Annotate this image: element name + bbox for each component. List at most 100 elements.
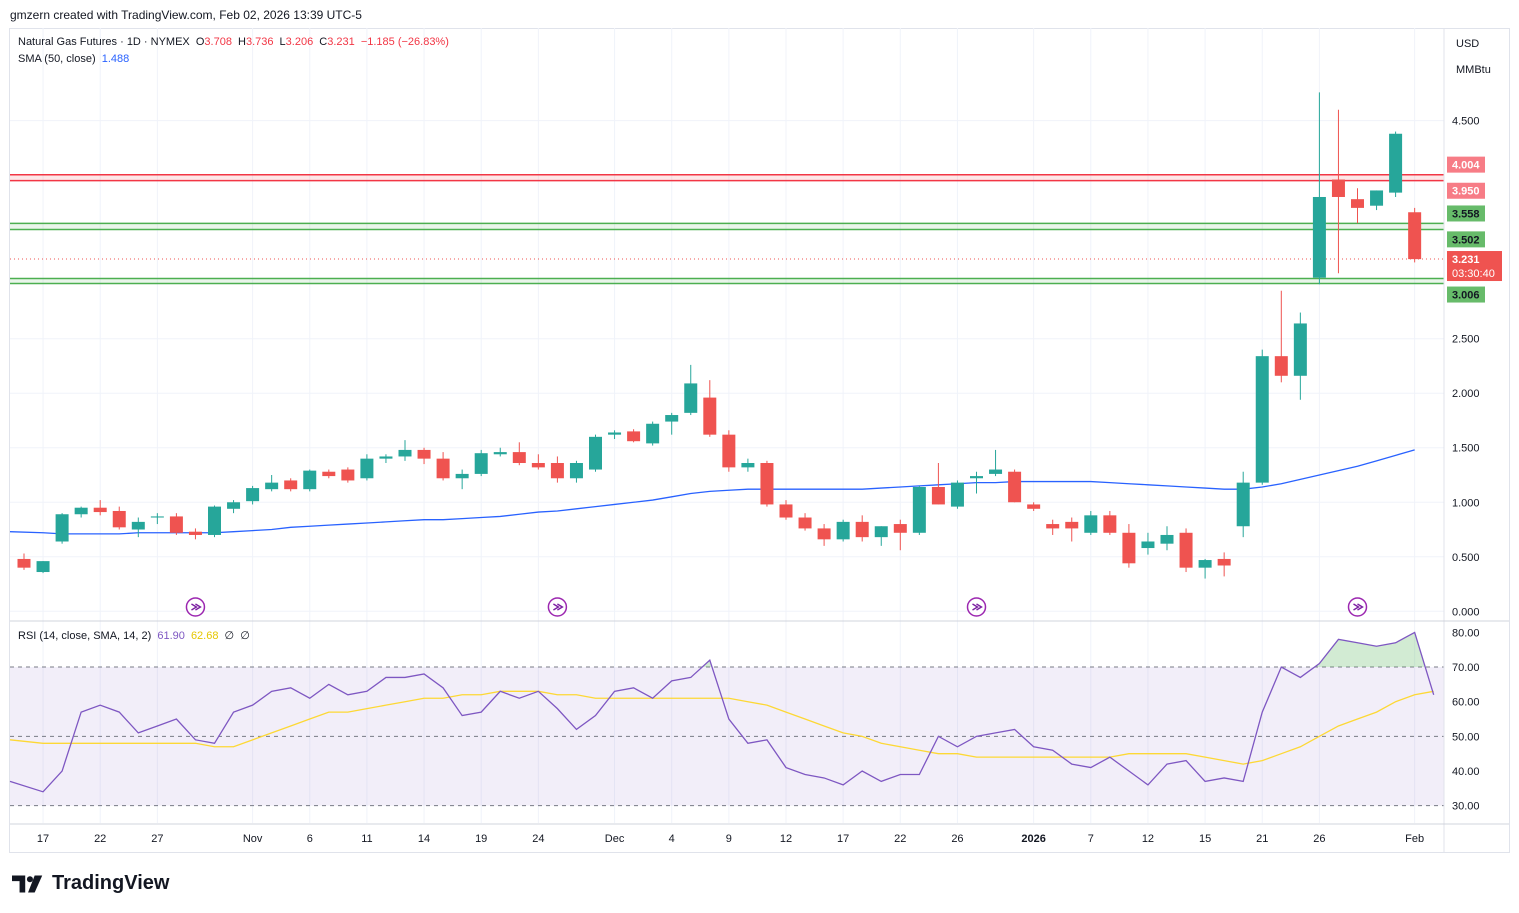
- time-tick-label: 27: [151, 833, 163, 845]
- candle-body: [417, 449, 431, 459]
- candle[interactable]: [1408, 207, 1422, 263]
- candle[interactable]: [1084, 510, 1098, 535]
- candle[interactable]: [665, 412, 679, 435]
- candle[interactable]: [1141, 532, 1155, 555]
- candle[interactable]: [931, 463, 945, 505]
- candle[interactable]: [817, 524, 831, 546]
- candle[interactable]: [284, 478, 298, 492]
- time-tick-label: 12: [780, 833, 792, 845]
- candle[interactable]: [112, 506, 126, 530]
- candle[interactable]: [74, 506, 88, 518]
- candle[interactable]: [531, 454, 545, 470]
- rsi-label[interactable]: RSI (14, close, SMA, 14, 2): [18, 630, 152, 642]
- candle[interactable]: [493, 447, 507, 457]
- candle[interactable]: [703, 380, 717, 437]
- event-marker-icon[interactable]: [185, 597, 206, 617]
- candle[interactable]: [1236, 471, 1250, 538]
- candle[interactable]: [741, 458, 755, 472]
- candle[interactable]: [1255, 349, 1269, 485]
- candle[interactable]: [303, 469, 317, 492]
- candle[interactable]: [589, 434, 602, 472]
- candle[interactable]: [55, 513, 69, 544]
- candle[interactable]: [1046, 519, 1060, 535]
- logo-text: TradingView: [52, 872, 170, 894]
- candle[interactable]: [1065, 517, 1079, 542]
- support-1-price-tag-text: 3.502: [1452, 234, 1480, 246]
- candle[interactable]: [874, 526, 888, 546]
- candle[interactable]: [989, 449, 1003, 477]
- candle[interactable]: [779, 500, 793, 520]
- candle[interactable]: [627, 429, 641, 443]
- rsi-tick-label: 80.00: [1452, 627, 1480, 639]
- candle-body: [303, 470, 317, 490]
- candle[interactable]: [646, 421, 660, 446]
- candle[interactable]: [36, 561, 50, 574]
- candle[interactable]: [398, 440, 412, 461]
- candle[interactable]: [246, 485, 260, 505]
- candle[interactable]: [322, 469, 336, 479]
- candle[interactable]: [341, 467, 355, 483]
- candle[interactable]: [1008, 469, 1022, 503]
- event-marker-icon[interactable]: [547, 597, 568, 617]
- candle[interactable]: [455, 469, 469, 490]
- candle[interactable]: [855, 515, 869, 542]
- candle[interactable]: [1103, 510, 1117, 535]
- currency-label[interactable]: USD: [1456, 38, 1480, 50]
- candle[interactable]: [1274, 290, 1288, 383]
- time-tick-label: 12: [1142, 833, 1154, 845]
- candle[interactable]: [474, 449, 488, 477]
- candle[interactable]: [1179, 528, 1193, 573]
- rsi-sma-value: 62.68: [190, 630, 219, 642]
- candle[interactable]: [1389, 131, 1403, 197]
- candle[interactable]: [970, 471, 983, 494]
- candle[interactable]: [950, 480, 964, 509]
- candle[interactable]: [1217, 552, 1231, 577]
- candle[interactable]: [17, 553, 31, 570]
- candle[interactable]: [1312, 92, 1326, 285]
- candle[interactable]: [169, 513, 183, 535]
- candle[interactable]: [836, 519, 850, 542]
- candle[interactable]: [188, 528, 202, 540]
- candle[interactable]: [1198, 558, 1212, 579]
- unit-label[interactable]: MMBtu: [1456, 64, 1491, 76]
- candle[interactable]: [131, 517, 145, 538]
- candle[interactable]: [227, 500, 241, 514]
- support-2-zone: [10, 278, 1444, 284]
- candle[interactable]: [265, 474, 279, 492]
- candle[interactable]: [417, 447, 431, 465]
- candle[interactable]: [1351, 188, 1364, 224]
- candle[interactable]: [208, 505, 221, 538]
- candle[interactable]: [1370, 190, 1384, 211]
- candle[interactable]: [798, 513, 812, 531]
- candle-body: [74, 507, 88, 515]
- resistance-price-tag-text: 3.950: [1452, 186, 1480, 198]
- symbol-title[interactable]: Natural Gas Futures · 1D · NYMEX: [18, 36, 190, 48]
- event-marker-icon[interactable]: [966, 597, 987, 617]
- candle[interactable]: [360, 454, 374, 481]
- candle[interactable]: [608, 430, 622, 440]
- candle[interactable]: [760, 460, 774, 507]
- candle[interactable]: [569, 460, 583, 483]
- change-value: −1.185 (−26.83%): [360, 36, 449, 48]
- candle[interactable]: [1160, 526, 1174, 551]
- candle[interactable]: [1331, 109, 1345, 274]
- candle[interactable]: [912, 485, 926, 535]
- candle-body: [1351, 199, 1364, 208]
- event-marker-icon[interactable]: [1347, 597, 1368, 617]
- candle[interactable]: [684, 364, 698, 416]
- candle[interactable]: [722, 430, 736, 472]
- candle[interactable]: [550, 456, 564, 483]
- candle[interactable]: [512, 442, 526, 466]
- candle[interactable]: [893, 519, 907, 551]
- candle[interactable]: [1293, 312, 1307, 400]
- candle[interactable]: [1027, 502, 1041, 511]
- sma-label[interactable]: SMA (50, close): [18, 53, 96, 65]
- candle[interactable]: [436, 452, 450, 481]
- candle[interactable]: [150, 513, 164, 525]
- candle[interactable]: [1122, 524, 1136, 568]
- candle-body: [798, 517, 812, 529]
- rsi-line: [9, 631, 1435, 793]
- candle[interactable]: [379, 454, 393, 464]
- candle[interactable]: [93, 500, 107, 516]
